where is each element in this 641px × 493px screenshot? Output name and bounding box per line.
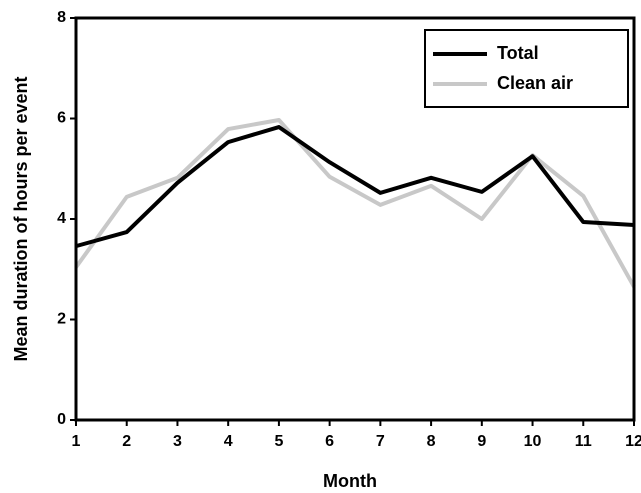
- y-tick-label: 2: [57, 311, 66, 328]
- x-tick-label: 4: [224, 433, 233, 450]
- y-tick-label: 8: [57, 9, 66, 26]
- x-tick-label: 8: [427, 433, 436, 450]
- x-axis-label: Month: [323, 471, 377, 491]
- line-series: [74, 118, 636, 288]
- y-tick-label: 0: [57, 411, 66, 428]
- y-tick-label: 6: [57, 110, 66, 127]
- x-tick-label: 6: [325, 433, 334, 450]
- legend-label: Total: [497, 43, 539, 63]
- legend-box: [424, 29, 629, 108]
- x-tick-label: 10: [524, 433, 542, 450]
- y-tick-label: 4: [57, 210, 66, 227]
- x-tick-label: 12: [625, 433, 641, 450]
- x-tick-label: 1: [72, 433, 81, 450]
- x-tick-label: 2: [122, 433, 131, 450]
- x-tick-label: 11: [575, 433, 592, 450]
- x-tick-label: 5: [274, 433, 283, 450]
- y-axis-label: Mean duration of hours per event: [11, 76, 31, 361]
- legend-label: Clean air: [497, 73, 573, 93]
- line-series: [75, 125, 635, 249]
- plot-frame: [74, 16, 636, 422]
- x-tick-label: 3: [173, 433, 182, 450]
- x-tick-label: 9: [477, 433, 486, 450]
- x-tick-label: 7: [376, 433, 385, 450]
